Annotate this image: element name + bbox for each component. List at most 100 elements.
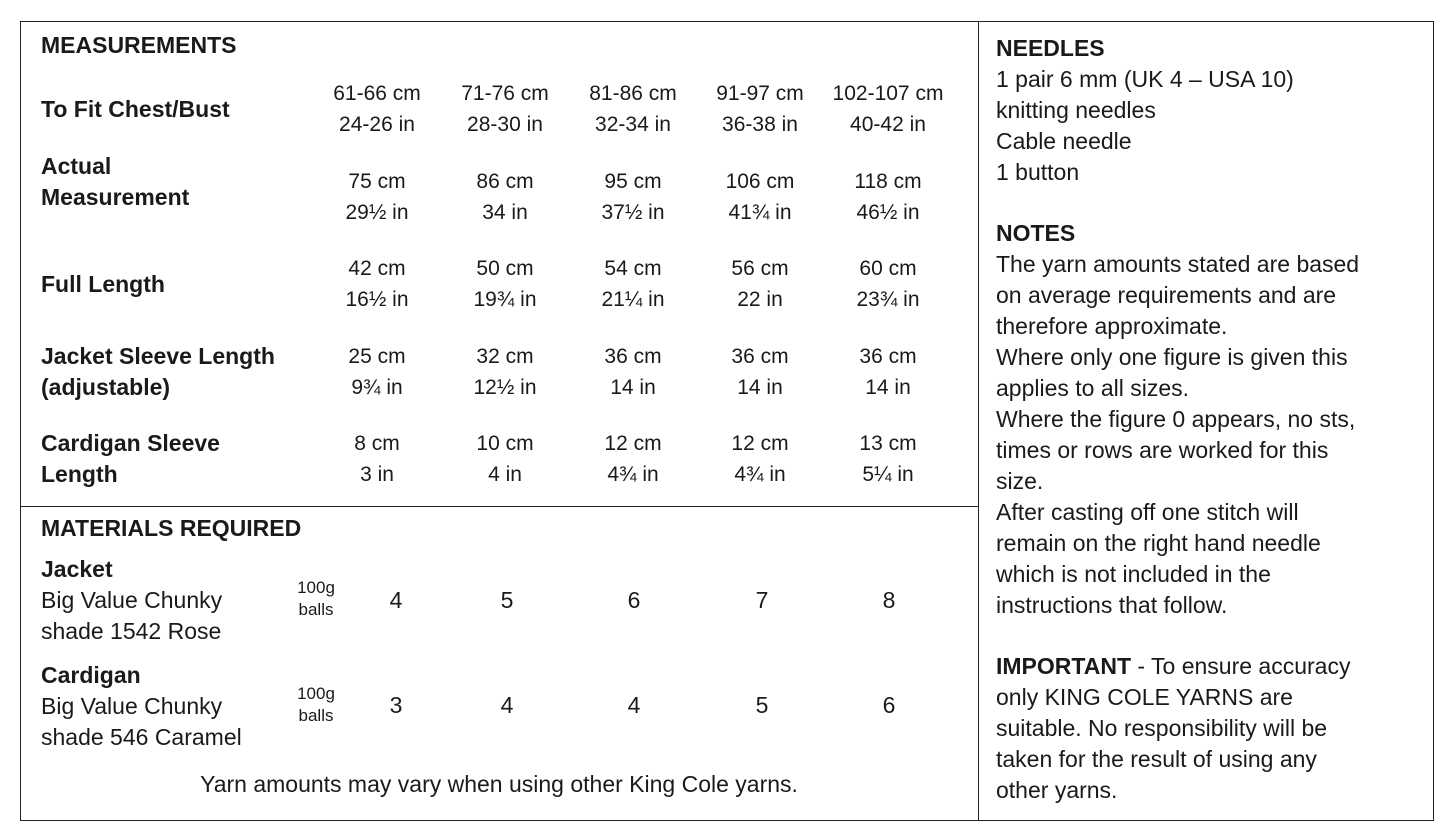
cm-value: 86 cm — [476, 170, 534, 193]
row-label-line: (adjustable) — [41, 374, 171, 400]
row-label-cardigan-sleeve: Cardigan Sleeve Length — [41, 428, 220, 490]
unit-label: 100g balls — [286, 683, 346, 727]
important-line: suitable. No responsibility will be — [996, 715, 1328, 741]
notes-section: NOTES The yarn amounts stated are based … — [996, 218, 1426, 621]
cm-value: 54 cm — [604, 257, 662, 280]
notes-line: remain on the right hand needle — [996, 530, 1321, 556]
qty-value: 5 — [500, 587, 514, 613]
size-cell: 95 cm 37½ in — [573, 166, 693, 228]
row-label-line: To Fit Chest/Bust — [41, 96, 230, 122]
in-value: 3 in — [360, 463, 394, 486]
row-label-line: Measurement — [41, 184, 190, 210]
qty-value: 4 — [500, 692, 514, 718]
qty-value: 3 — [389, 692, 403, 718]
page-frame — [20, 21, 1434, 821]
in-value: 21¼ in — [601, 288, 665, 311]
qty-value: 4 — [627, 692, 641, 718]
important-text: - To ensure accuracy — [1131, 653, 1351, 679]
cm-value: 36 cm — [731, 345, 789, 368]
cm-value: 10 cm — [476, 432, 534, 455]
cm-value: 81-86 cm — [589, 82, 677, 105]
row-label-line: Actual — [41, 153, 112, 179]
material-title: Cardigan — [41, 662, 141, 688]
size-cell: 12 cm 4¾ in — [573, 428, 693, 490]
important-line: other yarns. — [996, 777, 1118, 803]
material-line: Big Value Chunky — [41, 693, 223, 719]
section-divider — [20, 506, 978, 507]
material-line: shade 546 Caramel — [41, 724, 242, 750]
in-value: 14 in — [610, 376, 656, 399]
in-value: 14 in — [737, 376, 783, 399]
size-cell: 102-107 cm 40-42 in — [828, 78, 948, 140]
notes-line: therefore approximate. — [996, 313, 1228, 339]
size-cell: 56 cm 22 in — [700, 253, 820, 315]
measurements-heading: MEASUREMENTS — [41, 32, 237, 58]
size-cell: 10 cm 4 in — [445, 428, 565, 490]
in-value: 16½ in — [345, 288, 409, 311]
needles-heading: NEEDLES — [996, 35, 1105, 61]
in-value: 41¾ in — [728, 201, 792, 224]
size-cell: 60 cm 23¾ in — [828, 253, 948, 315]
size-cell: 13 cm 5¼ in — [828, 428, 948, 490]
notes-line: After casting off one stitch will — [996, 499, 1299, 525]
cm-value: 36 cm — [859, 345, 917, 368]
in-value: 23¾ in — [856, 288, 920, 311]
yarn-footnote: Yarn amounts may vary when using other K… — [200, 771, 798, 797]
cm-value: 75 cm — [348, 170, 406, 193]
qty-value: 4 — [389, 587, 403, 613]
size-cell: 71-76 cm 28-30 in — [445, 78, 565, 140]
cm-value: 106 cm — [725, 170, 795, 193]
row-label-chest: To Fit Chest/Bust — [41, 94, 230, 125]
material-cardigan: Cardigan Big Value Chunky shade 546 Cara… — [41, 660, 242, 753]
notes-line: times or rows are worked for this — [996, 437, 1329, 463]
in-value: 19¾ in — [473, 288, 537, 311]
cm-value: 118 cm — [854, 170, 922, 193]
material-line: shade 1542 Rose — [41, 618, 222, 644]
size-cell: 81-86 cm 32-34 in — [573, 78, 693, 140]
unit-line: 100g — [297, 684, 335, 703]
size-cell: 36 cm 14 in — [573, 341, 693, 403]
in-value: 37½ in — [601, 201, 665, 224]
cm-value: 12 cm — [604, 432, 662, 455]
needles-line: 1 pair 6 mm (UK 4 – USA 10) — [996, 66, 1294, 92]
materials-heading: MATERIALS REQUIRED — [41, 515, 302, 541]
important-heading: IMPORTANT — [996, 653, 1132, 679]
row-label-actual: Actual Measurement — [41, 151, 189, 213]
material-title: Jacket — [41, 556, 113, 582]
row-label-full-length: Full Length — [41, 269, 165, 300]
unit-line: balls — [298, 706, 334, 725]
important-first-line: IMPORTANT - To ensure accuracy — [996, 651, 1426, 682]
in-value: 28-30 in — [467, 113, 543, 136]
qty-value: 6 — [882, 692, 896, 718]
important-line: only KING COLE YARNS are — [996, 684, 1293, 710]
size-cell: 25 cm 9¾ in — [317, 341, 437, 403]
in-value: 34 in — [482, 201, 528, 224]
in-value: 24-26 in — [339, 113, 415, 136]
needles-section: NEEDLES 1 pair 6 mm (UK 4 – USA 10) knit… — [996, 33, 1426, 188]
unit-line: 100g — [297, 578, 335, 597]
cm-value: 71-76 cm — [461, 82, 549, 105]
material-line: Big Value Chunky — [41, 587, 223, 613]
needles-line: 1 button — [996, 159, 1080, 185]
size-cell: 86 cm 34 in — [445, 166, 565, 228]
row-label-jacket-sleeve: Jacket Sleeve Length (adjustable) — [41, 341, 275, 403]
in-value: 40-42 in — [850, 113, 926, 136]
in-value: 22 in — [737, 288, 783, 311]
row-label-line: Cardigan Sleeve — [41, 430, 220, 456]
row-label-line: Full Length — [41, 271, 165, 297]
cm-value: 60 cm — [859, 257, 917, 280]
row-label-line: Length — [41, 461, 118, 487]
cm-value: 91-97 cm — [716, 82, 804, 105]
size-cell: 106 cm 41¾ in — [700, 166, 820, 228]
notes-line: which is not included in the — [996, 561, 1271, 587]
qty-value: 6 — [627, 587, 641, 613]
cm-value: 32 cm — [476, 345, 534, 368]
notes-line: The yarn amounts stated are based — [996, 251, 1360, 277]
unit-label: 100g balls — [286, 577, 346, 621]
needles-line: Cable needle — [996, 128, 1132, 154]
qty-value: 5 — [755, 692, 769, 718]
in-value: 9¾ in — [351, 376, 403, 399]
cm-value: 56 cm — [731, 257, 789, 280]
notes-line: size. — [996, 468, 1044, 494]
size-cell: 61-66 cm 24-26 in — [317, 78, 437, 140]
